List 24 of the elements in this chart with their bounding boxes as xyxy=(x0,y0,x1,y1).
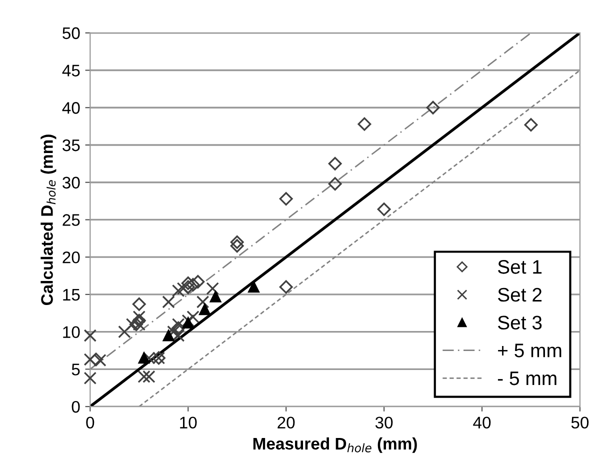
x-tick-label: 20 xyxy=(278,416,295,429)
x-tick-label: 0 xyxy=(86,416,94,429)
y-tick-label: 10 xyxy=(63,326,80,338)
y-tick-label: 30 xyxy=(62,176,80,189)
x-tick-label: 50 xyxy=(571,416,589,429)
x-tick-label: 40 xyxy=(473,416,491,429)
y-tick-label: 15 xyxy=(63,289,80,301)
y-tick-label: 45 xyxy=(62,64,80,76)
legend-label: Set 3 xyxy=(498,316,542,330)
y-tick-label: 50 xyxy=(62,27,80,40)
x-tick-label: 30 xyxy=(375,416,393,429)
y-axis-title: Calculated D$_{hole}$ (mm) xyxy=(40,134,56,306)
x-tick-label: 10 xyxy=(180,416,197,429)
legend-label: Set 1 xyxy=(498,260,542,274)
legend-label: Set 2 xyxy=(498,288,542,302)
legend-label: + 5 mm xyxy=(498,344,562,358)
y-tick-label: 40 xyxy=(62,102,80,114)
y-tick-label: 20 xyxy=(62,251,80,264)
x-axis-title: Measured D$_{hole}$ (mm) xyxy=(253,437,417,453)
y-tick-label: 25 xyxy=(62,214,80,226)
legend-label: - 5 mm xyxy=(498,372,556,386)
y-tick-label: 5 xyxy=(72,364,80,376)
y-tick-label: 0 xyxy=(72,400,80,413)
y-tick-label: 35 xyxy=(62,139,80,152)
